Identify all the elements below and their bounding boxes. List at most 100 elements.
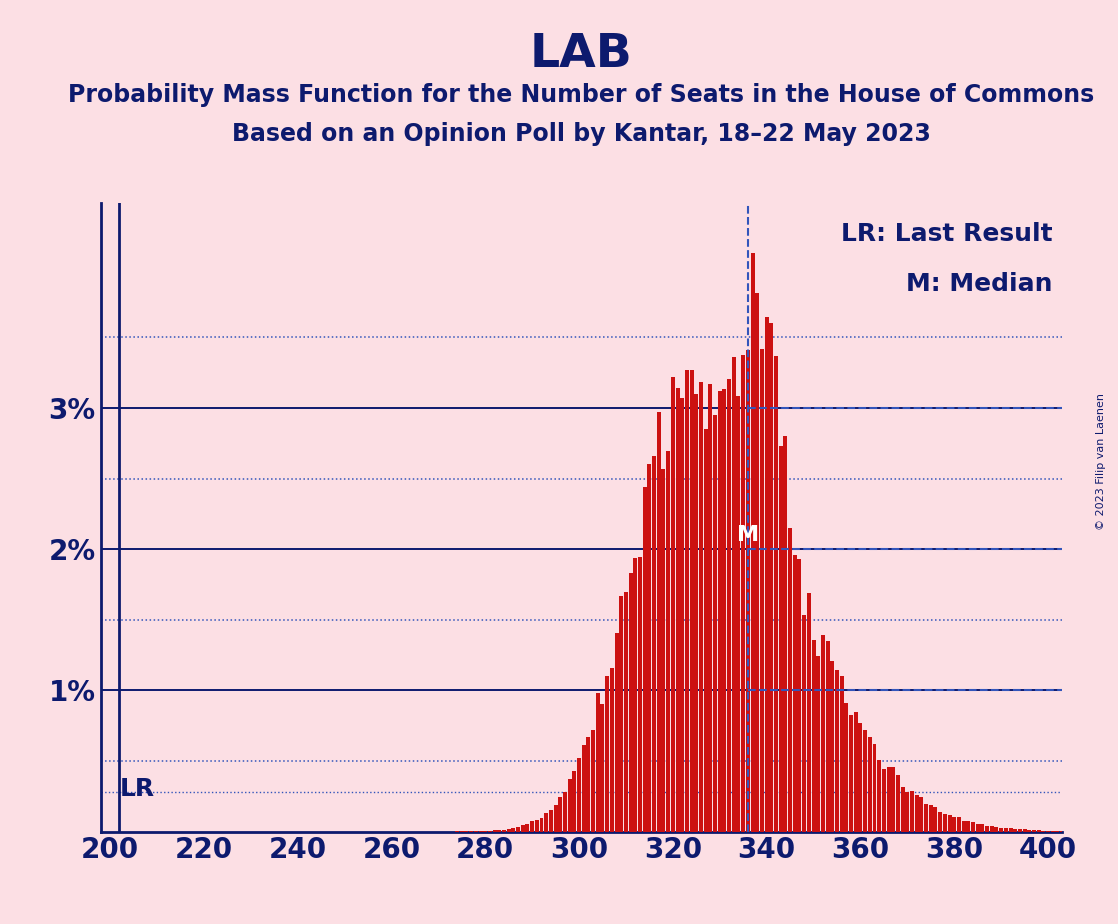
Bar [797,559,802,832]
Bar [709,384,712,832]
Bar [638,556,642,832]
Bar [605,676,609,832]
Bar [534,820,539,832]
Bar [985,826,989,832]
Bar [525,824,530,832]
Bar [540,818,543,832]
Bar [750,252,755,832]
Bar [600,704,605,832]
Bar [882,769,885,832]
Bar [989,825,994,832]
Bar [544,813,548,832]
Bar [976,824,979,832]
Bar [722,389,727,832]
Bar [854,712,858,832]
Bar [737,396,740,832]
Bar [563,792,567,832]
Bar [878,760,881,832]
Bar [549,810,553,832]
Bar [615,633,618,832]
Bar [517,827,520,832]
Bar [849,714,853,832]
Text: © 2023 Filip van Laenen: © 2023 Filip van Laenen [1097,394,1106,530]
Bar [553,805,558,832]
Bar [896,775,900,832]
Bar [765,317,768,832]
Bar [493,831,496,832]
Bar [502,830,506,832]
Bar [760,349,764,832]
Bar [1013,829,1017,832]
Bar [906,792,909,832]
Bar [633,558,637,832]
Bar [840,676,844,832]
Bar [487,831,492,832]
Bar [703,429,708,832]
Bar [784,436,787,832]
Bar [966,821,970,832]
Bar [558,796,562,832]
Bar [591,730,595,832]
Bar [609,668,614,832]
Bar [779,445,783,832]
Bar [1032,830,1036,832]
Bar [929,806,932,832]
Bar [690,370,693,832]
Bar [647,464,652,832]
Text: Based on an Opinion Poll by Kantar, 18–22 May 2023: Based on an Opinion Poll by Kantar, 18–2… [231,122,931,146]
Bar [910,791,915,832]
Bar [675,388,680,832]
Bar [572,771,576,832]
Bar [835,670,838,832]
Bar [1027,830,1031,832]
Bar [774,356,778,832]
Text: Probability Mass Function for the Number of Seats in the House of Commons: Probability Mass Function for the Number… [68,83,1095,107]
Bar [793,555,797,832]
Bar [957,817,960,832]
Bar [746,349,750,832]
Bar [938,812,942,832]
Bar [994,827,998,832]
Bar [802,615,806,832]
Bar [831,661,834,832]
Bar [643,487,646,832]
Bar [868,737,872,832]
Bar [859,723,862,832]
Bar [581,746,586,832]
Bar [812,640,815,832]
Bar [891,767,896,832]
Bar [942,814,947,832]
Bar [953,818,956,832]
Text: LR: LR [120,777,154,801]
Bar [934,807,938,832]
Bar [521,825,524,832]
Bar [587,737,590,832]
Bar [656,412,661,832]
Bar [844,703,849,832]
Bar [999,828,1003,832]
Bar [1036,831,1041,832]
Bar [901,787,904,832]
Text: LR: Last Result: LR: Last Result [841,222,1052,246]
Bar [685,370,689,832]
Bar [915,795,919,832]
Bar [619,596,623,832]
Bar [699,382,703,832]
Bar [628,573,633,832]
Bar [1017,829,1022,832]
Bar [816,656,821,832]
Bar [821,635,825,832]
Bar [887,768,891,832]
Bar [872,745,877,832]
Bar [506,829,511,832]
Bar [662,469,665,832]
Bar [511,828,515,832]
Bar [577,758,581,832]
Bar [666,451,670,832]
Bar [1004,828,1007,832]
Bar [1008,828,1013,832]
Bar [713,415,717,832]
Bar [732,358,736,832]
Bar [694,394,699,832]
Bar [788,529,792,832]
